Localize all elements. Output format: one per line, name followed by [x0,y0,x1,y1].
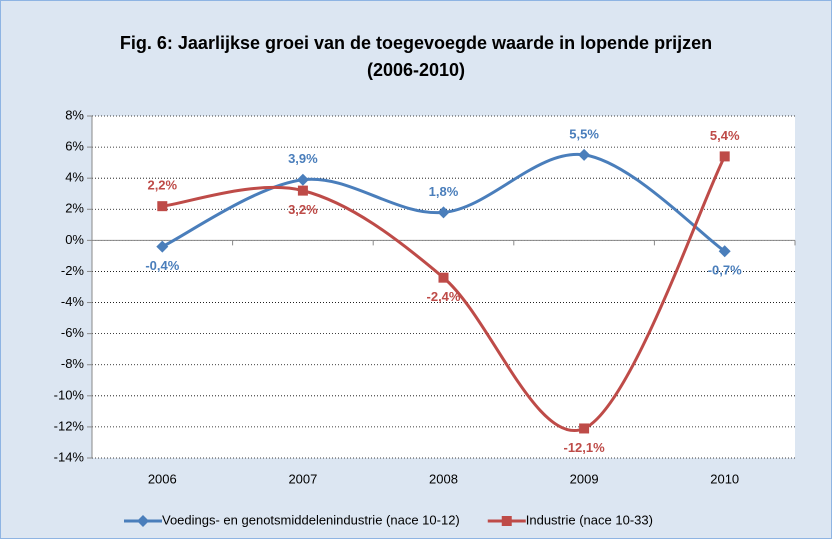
data-label: -2,4% [427,289,461,304]
marker [297,185,308,196]
x-tick-label: 2009 [570,471,599,486]
marker [578,148,591,161]
marker [437,206,450,219]
y-tick-label: -12% [54,418,85,433]
marker [156,240,169,253]
legend-label: Industrie (nace 10-33) [526,512,653,527]
data-label: 1,8% [429,184,459,199]
y-tick-label: -8% [61,356,85,371]
y-tick-label: -6% [61,325,85,340]
data-label: -12,1% [563,440,605,455]
chart-title: Fig. 6: Jaarlijkse groei van de toegevoe… [119,33,713,80]
data-label: 5,4% [710,128,740,143]
y-tick-label: 4% [65,170,84,185]
data-label: 3,2% [288,202,318,217]
legend-label: Voedings- en genotsmiddelenindustrie (na… [162,512,460,527]
plot-area [92,116,795,458]
marker [579,423,590,434]
marker [718,245,731,258]
y-tick-label: -4% [61,294,85,309]
marker [438,272,449,283]
legend-marker [137,515,149,527]
marker [157,201,168,212]
x-tick-label: 2008 [429,471,458,486]
y-tick-label: -14% [54,449,85,464]
y-tick-label: -10% [54,387,85,402]
data-label: 3,9% [288,151,318,166]
y-tick-label: 0% [65,232,84,247]
marker [296,173,309,186]
x-tick-label: 2007 [288,471,317,486]
data-label: -0,4% [145,258,179,273]
y-tick-label: 2% [65,201,84,216]
y-tick-label: 8% [65,107,84,122]
data-label: -0,7% [708,263,742,278]
data-label: 5,5% [569,126,599,141]
y-tick-label: 6% [65,139,84,154]
marker [719,151,730,162]
data-label: 2,2% [147,178,177,193]
series-line [162,155,727,433]
legend-marker [501,516,512,526]
y-tick-label: -2% [61,263,85,278]
x-tick-label: 2006 [148,471,177,486]
x-tick-label: 2010 [710,471,739,486]
